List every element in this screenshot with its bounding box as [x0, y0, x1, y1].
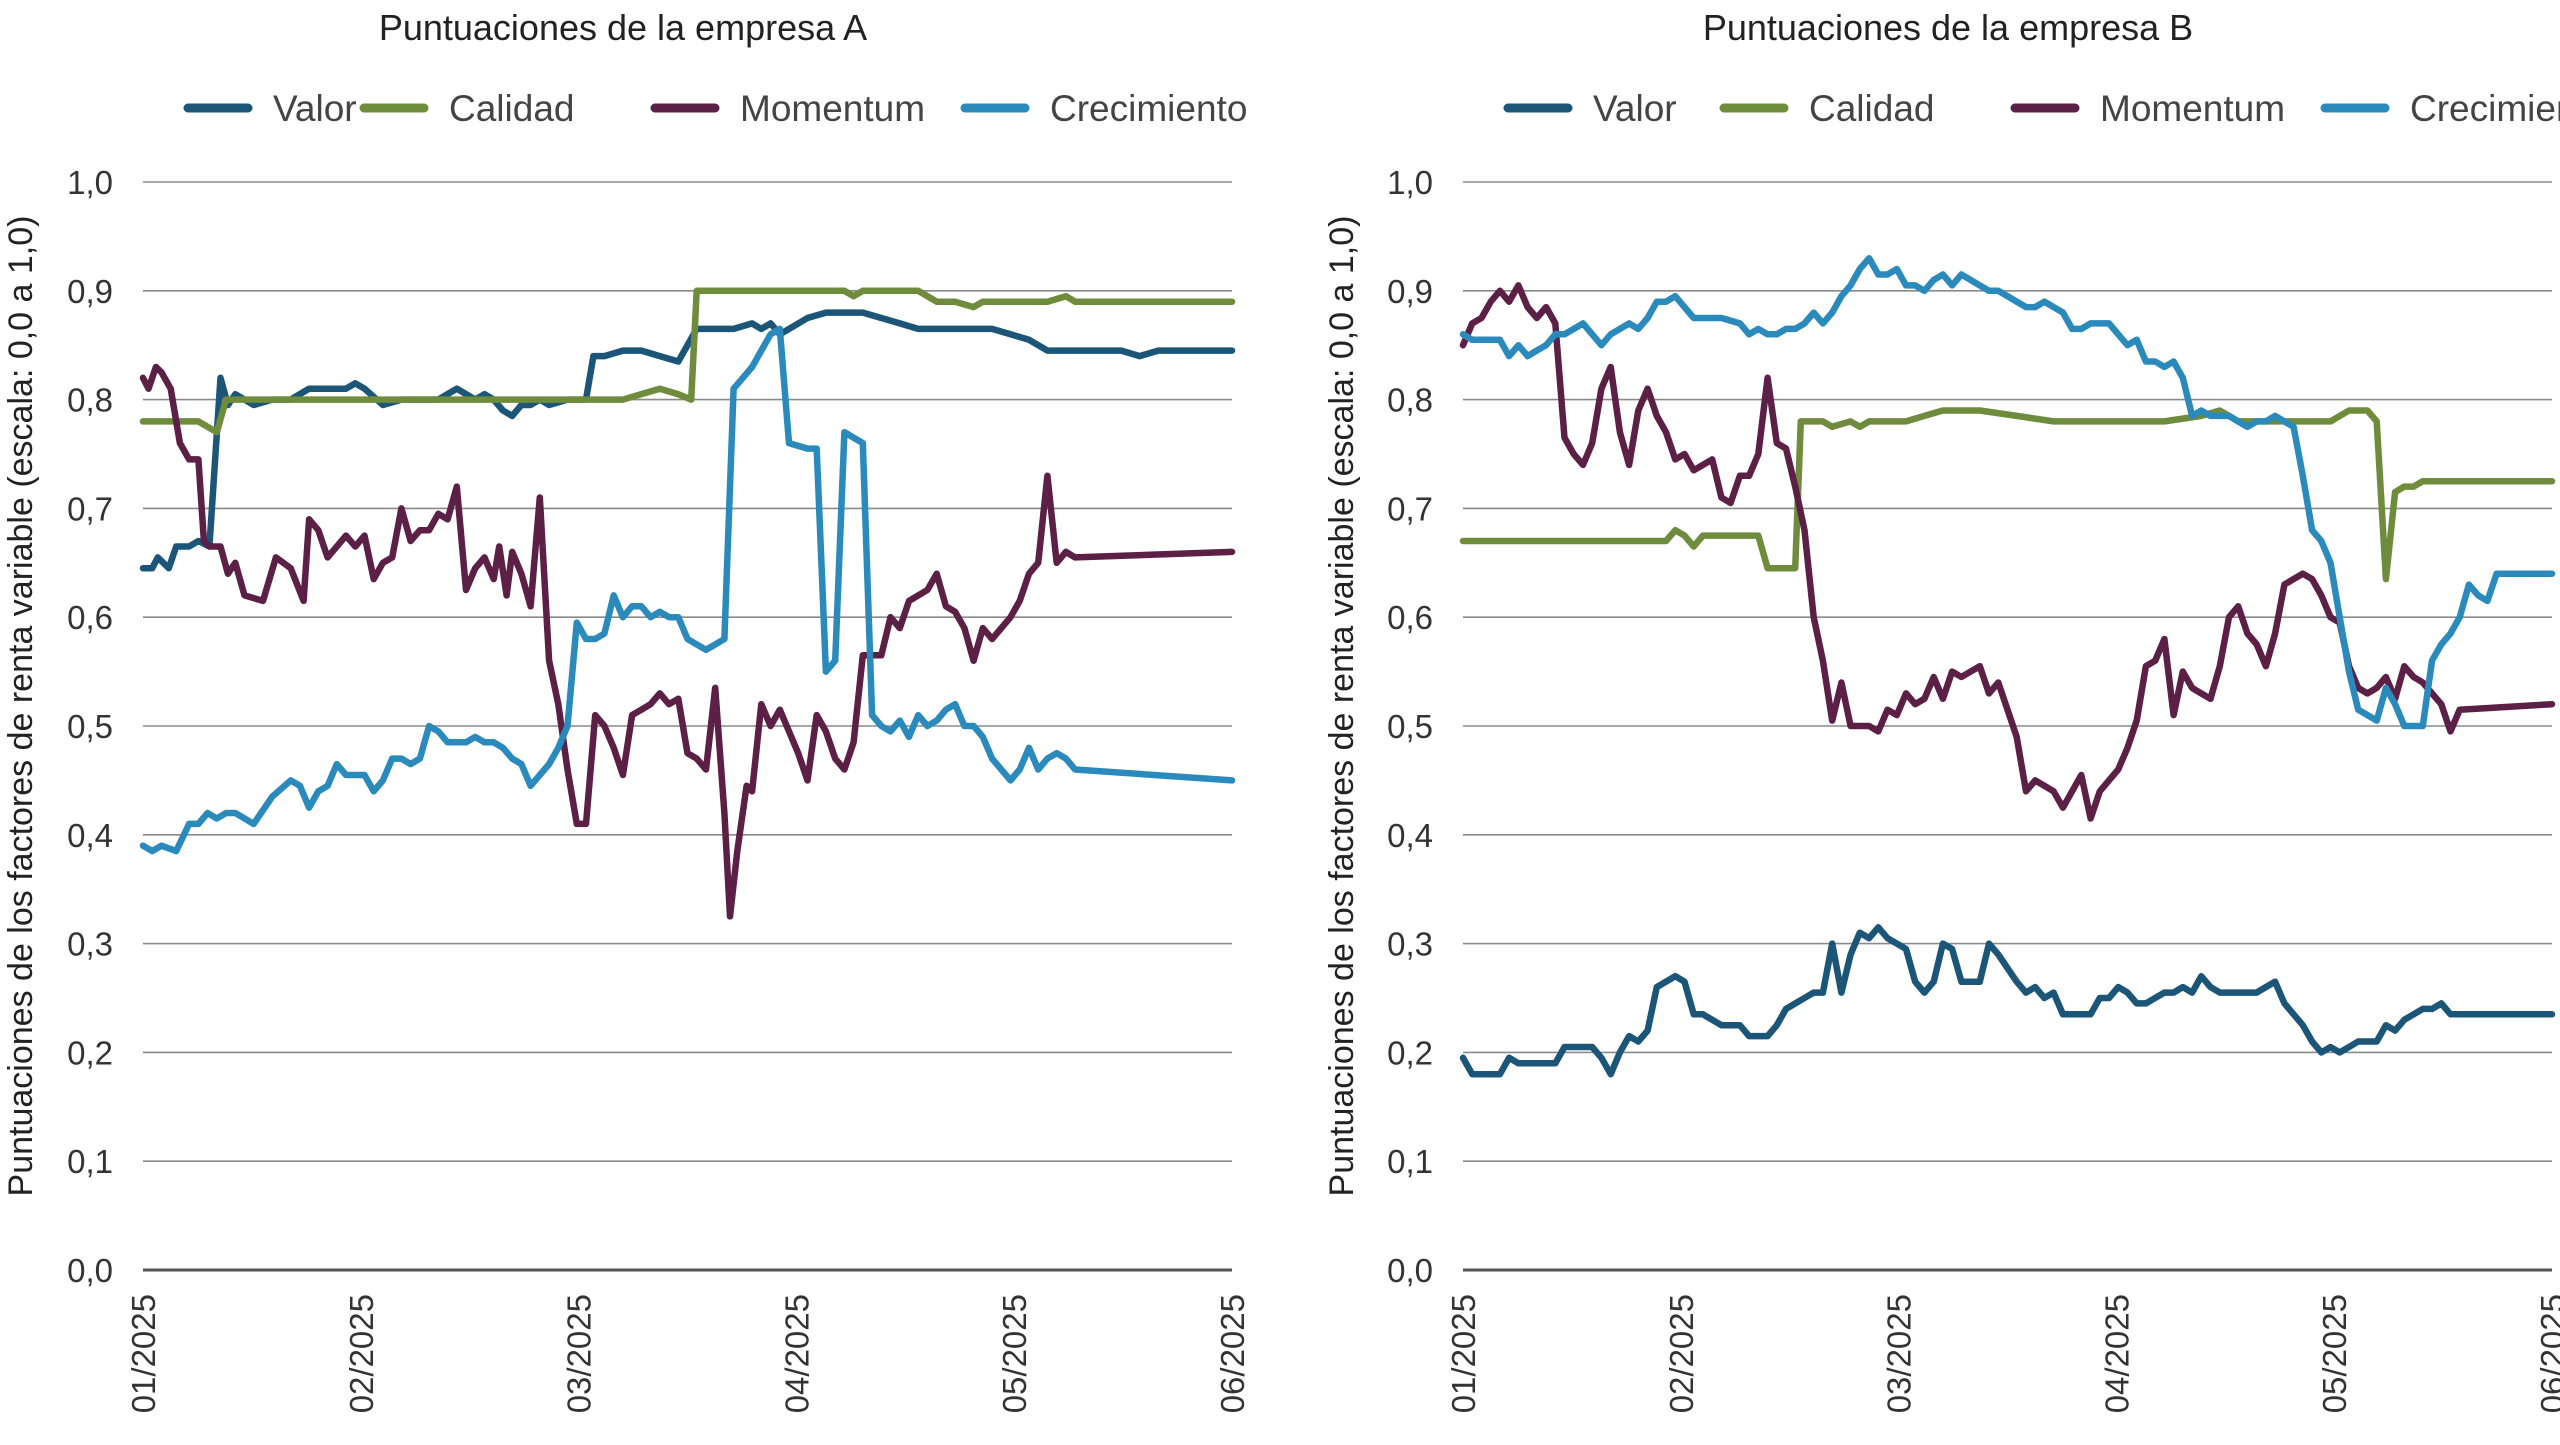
y-tick-label: 1,0	[1387, 164, 1433, 201]
y-tick-label: 0,5	[67, 708, 113, 745]
series-line-crecimiento	[1459, 254, 2556, 730]
y-tick-label: 0,7	[67, 490, 113, 527]
y-tick-label: 0,0	[67, 1252, 113, 1289]
x-tick-label: 03/2025	[1881, 1294, 1918, 1413]
x-tick-label: 06/2025	[1214, 1294, 1251, 1413]
series-line-valor	[1459, 924, 2556, 1078]
legend-label-crecimiento: Crecimiento	[1050, 88, 1247, 129]
legend-label-valor: Valor	[273, 88, 357, 129]
series-line-calidad	[1459, 407, 2556, 583]
x-tick-label: 06/2025	[2534, 1294, 2560, 1413]
y-tick-label: 0,8	[67, 382, 113, 419]
y-tick-label: 0,1	[67, 1143, 113, 1180]
series-line-calidad	[139, 287, 1236, 436]
y-axis-label: Puntuaciones de los factores de renta va…	[1323, 216, 1361, 1197]
y-tick-label: 0,9	[67, 273, 113, 310]
chart-panel-b: Puntuaciones de la empresa B Valor Calidad…	[1323, 7, 2560, 1413]
chart-panel-a: Puntuaciones de la empresa A Valor Calidad…	[2, 7, 1251, 1413]
y-tick-label: 0,2	[1387, 1034, 1433, 1071]
y-tick-label: 0,6	[67, 599, 113, 636]
y-axis-label: Puntuaciones de los factores de renta va…	[2, 216, 40, 1197]
legend-label-calidad: Calidad	[1809, 88, 1934, 129]
y-tick-label: 0,3	[1387, 926, 1433, 963]
y-tick-label: 0,2	[67, 1034, 113, 1071]
legend-label-crecimiento: Crecimiento	[2410, 88, 2560, 129]
y-tick-label: 0,9	[1387, 273, 1433, 310]
y-tick-label: 0,8	[1387, 382, 1433, 419]
y-tick-label: 0,6	[1387, 599, 1433, 636]
chart-title: Puntuaciones de la empresa B	[1703, 7, 2193, 48]
legend-label-momentum: Momentum	[2100, 88, 2285, 129]
y-tick-label: 0,4	[1387, 817, 1433, 854]
x-tick-label: 04/2025	[778, 1294, 815, 1413]
y-tick-label: 0,5	[1387, 708, 1433, 745]
series-line-momentum	[139, 363, 1236, 920]
x-tick-label: 02/2025	[1663, 1294, 1700, 1413]
y-tick-label: 0,7	[1387, 490, 1433, 527]
x-tick-label: 01/2025	[125, 1294, 162, 1413]
x-tick-label: 05/2025	[2316, 1294, 2353, 1413]
x-tick-label: 03/2025	[561, 1294, 598, 1413]
y-tick-label: 0,4	[67, 817, 113, 854]
x-tick-label: 04/2025	[2098, 1294, 2135, 1413]
x-tick-label: 05/2025	[996, 1294, 1033, 1413]
legend-label-valor: Valor	[1593, 88, 1677, 129]
x-tick-label: 01/2025	[1445, 1294, 1482, 1413]
x-tick-label: 02/2025	[343, 1294, 380, 1413]
y-tick-label: 1,0	[67, 164, 113, 201]
legend-label-calidad: Calidad	[449, 88, 574, 129]
y-tick-label: 0,0	[1387, 1252, 1433, 1289]
chart-title: Puntuaciones de la empresa A	[379, 7, 867, 48]
legend-label-momentum: Momentum	[740, 88, 925, 129]
series-line-momentum	[1459, 282, 2556, 822]
y-tick-label: 0,1	[1387, 1143, 1433, 1180]
y-tick-label: 0,3	[67, 926, 113, 963]
series-line-crecimiento	[139, 325, 1236, 855]
